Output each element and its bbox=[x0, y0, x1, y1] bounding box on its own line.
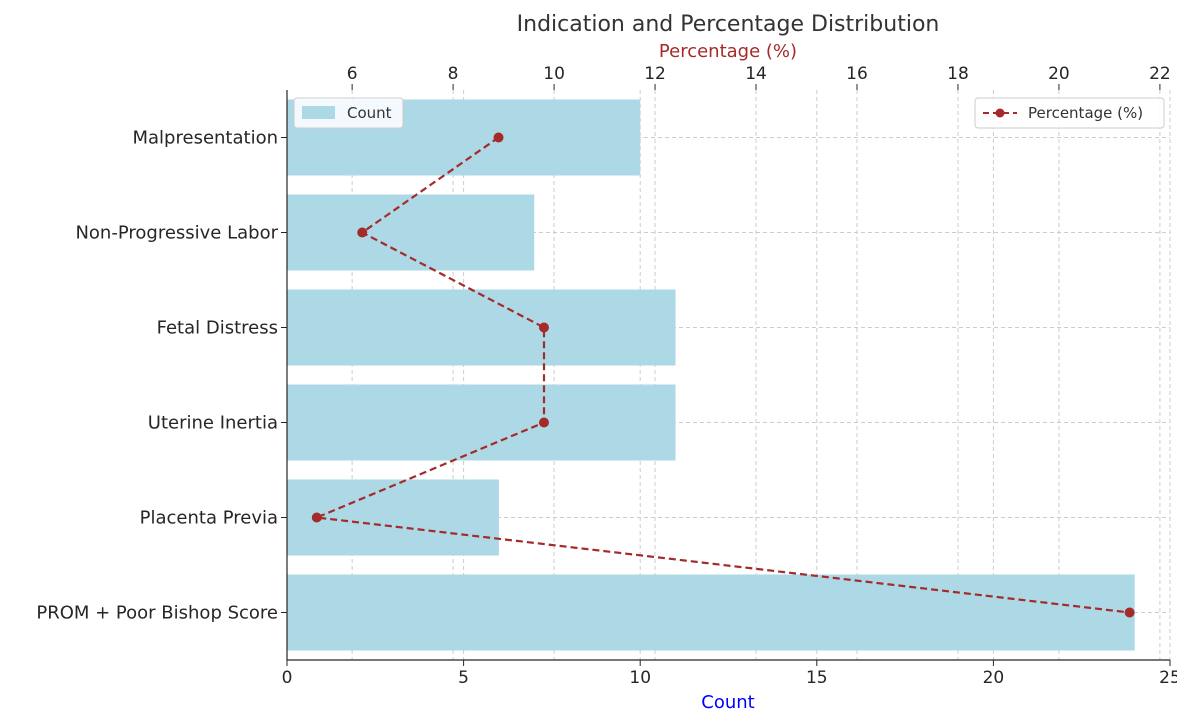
legend-percentage-marker bbox=[995, 108, 1005, 118]
category-label: PROM + Poor Bishop Score bbox=[36, 603, 278, 624]
top-tick-label: 20 bbox=[1048, 64, 1070, 84]
legend-percentage: Percentage (%) bbox=[974, 97, 1165, 129]
legend-count: Count bbox=[293, 97, 404, 129]
bottom-tick-label: 10 bbox=[629, 668, 651, 688]
category-label: Malpresentation bbox=[133, 128, 279, 149]
axes bbox=[281, 84, 1171, 666]
bottom-tick-label: 0 bbox=[282, 668, 293, 688]
count-bars bbox=[287, 99, 1135, 651]
percentage-series-line bbox=[312, 136, 1130, 614]
count-bar bbox=[287, 194, 535, 271]
percentage-point bbox=[1124, 607, 1135, 618]
count-bar bbox=[287, 574, 1135, 651]
category-label: Placenta Previa bbox=[140, 508, 278, 529]
top-tick-label: 8 bbox=[448, 64, 459, 84]
legend-count-frame bbox=[293, 97, 404, 129]
top-tick-label: 16 bbox=[846, 64, 868, 84]
percentage-line bbox=[311, 132, 1135, 618]
top-tick-label: 12 bbox=[644, 64, 666, 84]
legend-count-label: Count bbox=[347, 104, 392, 122]
chart-title: Indication and Percentage Distribution bbox=[517, 12, 940, 37]
top-tick-label: 22 bbox=[1149, 64, 1171, 84]
bottom-tick-label: 5 bbox=[458, 668, 469, 688]
top-axis-label: Percentage (%) bbox=[659, 41, 797, 62]
legend-percentage-label: Percentage (%) bbox=[1028, 104, 1143, 122]
top-tick-label: 10 bbox=[543, 64, 565, 84]
percentage-point bbox=[538, 322, 549, 333]
bottom-tick-label: 25 bbox=[1159, 668, 1177, 688]
legend-count-swatch bbox=[302, 106, 335, 119]
category-label: Uterine Inertia bbox=[148, 413, 278, 434]
bottom-tick-label: 20 bbox=[983, 668, 1005, 688]
top-tick-label: 18 bbox=[947, 64, 969, 84]
percentage-point bbox=[311, 512, 322, 523]
percentage-point bbox=[357, 227, 368, 238]
tick-labels: 0 5 10 15 20 25 6 8 10 12 14 16 18 20 22 Malpresentatio… bbox=[36, 64, 1177, 688]
category-label: Fetal Distress bbox=[157, 318, 278, 339]
bottom-axis-label: Count bbox=[701, 692, 754, 710]
top-tick-label: 14 bbox=[745, 64, 767, 84]
legend-percentage-frame bbox=[974, 97, 1165, 129]
bottom-tick-label: 15 bbox=[806, 668, 828, 688]
category-label: Non-Progressive Labor bbox=[75, 223, 278, 244]
count-bar bbox=[287, 289, 676, 366]
top-tick-label: 6 bbox=[347, 64, 358, 84]
percentage-point bbox=[493, 132, 504, 143]
percentage-point bbox=[538, 417, 549, 428]
